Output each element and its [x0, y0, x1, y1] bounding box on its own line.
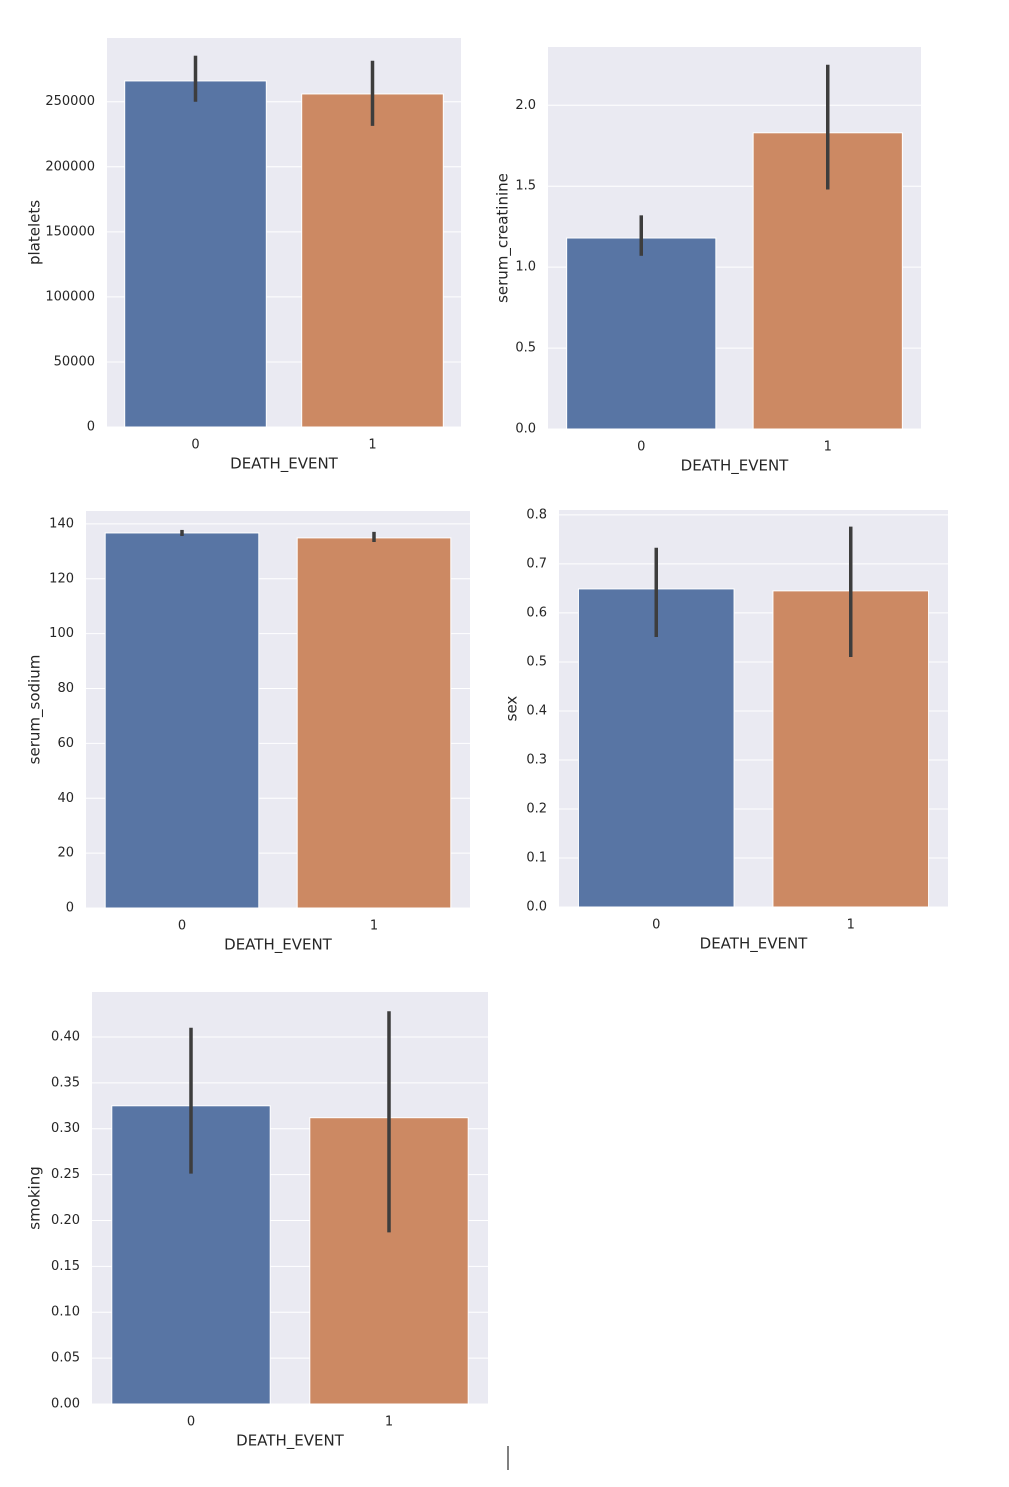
y-tick-label: 0.7	[526, 556, 547, 571]
y-tick-label: 0.0	[515, 422, 536, 437]
y-tick-label: 0	[87, 420, 95, 435]
y-tick-label: 0.8	[526, 507, 547, 522]
x-tick-label: 1	[368, 438, 376, 453]
y-tick-label: 0.1	[526, 850, 547, 865]
y-tick-label: 0.2	[526, 801, 547, 816]
y-tick-label: 0.3	[526, 752, 547, 767]
y-axis-label: serum_creatinine	[494, 173, 513, 303]
y-tick-label: 0.40	[51, 1029, 80, 1044]
y-tick-label: 40	[57, 791, 74, 806]
x-tick-label: 0	[637, 440, 645, 455]
y-tick-label: 0.35	[51, 1075, 80, 1090]
bar	[772, 590, 930, 908]
x-tick-label: 1	[370, 919, 378, 934]
y-tick-label: 150000	[45, 224, 95, 239]
bar	[124, 80, 267, 428]
y-tick-label: 0.30	[51, 1121, 80, 1136]
y-tick-label: 1.0	[515, 260, 536, 275]
y-tick-label: 120	[49, 571, 74, 586]
x-axis-label: DEATH_EVENT	[224, 936, 333, 955]
y-tick-label: 1.5	[515, 179, 536, 194]
y-tick-label: 0.15	[51, 1259, 80, 1274]
y-tick-label: 0.5	[526, 654, 547, 669]
y-tick-label: 100	[49, 626, 74, 641]
bar	[301, 93, 444, 428]
y-tick-label: 140	[49, 516, 74, 531]
x-axis-label: DEATH_EVENT	[236, 1432, 345, 1451]
y-tick-label: 2.0	[515, 98, 536, 113]
y-axis-label: sex	[503, 696, 521, 722]
y-tick-label: 250000	[45, 94, 95, 109]
y-tick-label: 0.4	[526, 703, 547, 718]
y-axis-label: serum_sodium	[26, 655, 45, 765]
y-tick-label: 200000	[45, 159, 95, 174]
x-tick-label: 0	[178, 919, 186, 934]
x-tick-label: 1	[824, 440, 832, 455]
bar	[104, 532, 260, 909]
y-tick-label: 0.25	[51, 1167, 80, 1182]
y-tick-label: 0.20	[51, 1213, 80, 1228]
bar	[566, 237, 717, 430]
y-tick-label: 0.10	[51, 1305, 80, 1320]
y-tick-label: 100000	[45, 289, 95, 304]
y-tick-label: 60	[57, 736, 74, 751]
y-tick-label: 20	[57, 846, 74, 861]
x-tick-label: 0	[187, 1415, 195, 1430]
y-tick-label: 50000	[54, 354, 95, 369]
y-axis-label: platelets	[26, 200, 44, 265]
x-tick-label: 1	[385, 1415, 393, 1430]
x-tick-label: 0	[191, 438, 199, 453]
y-tick-label: 80	[57, 681, 74, 696]
bar	[752, 132, 903, 430]
y-tick-label: 0.5	[515, 341, 536, 356]
x-tick-label: 1	[847, 918, 855, 933]
y-tick-label: 0.05	[51, 1351, 80, 1366]
y-tick-label: 0.00	[51, 1397, 80, 1412]
y-tick-label: 0	[66, 901, 74, 916]
bar	[296, 537, 452, 909]
y-tick-label: 0.6	[526, 605, 547, 620]
bar	[577, 588, 735, 908]
x-axis-label: DEATH_EVENT	[681, 457, 790, 476]
y-tick-label: 0.0	[526, 900, 547, 915]
x-axis-label: DEATH_EVENT	[230, 455, 339, 474]
y-axis-label: smoking	[26, 1166, 44, 1230]
x-tick-label: 0	[652, 918, 660, 933]
x-axis-label: DEATH_EVENT	[700, 935, 809, 954]
